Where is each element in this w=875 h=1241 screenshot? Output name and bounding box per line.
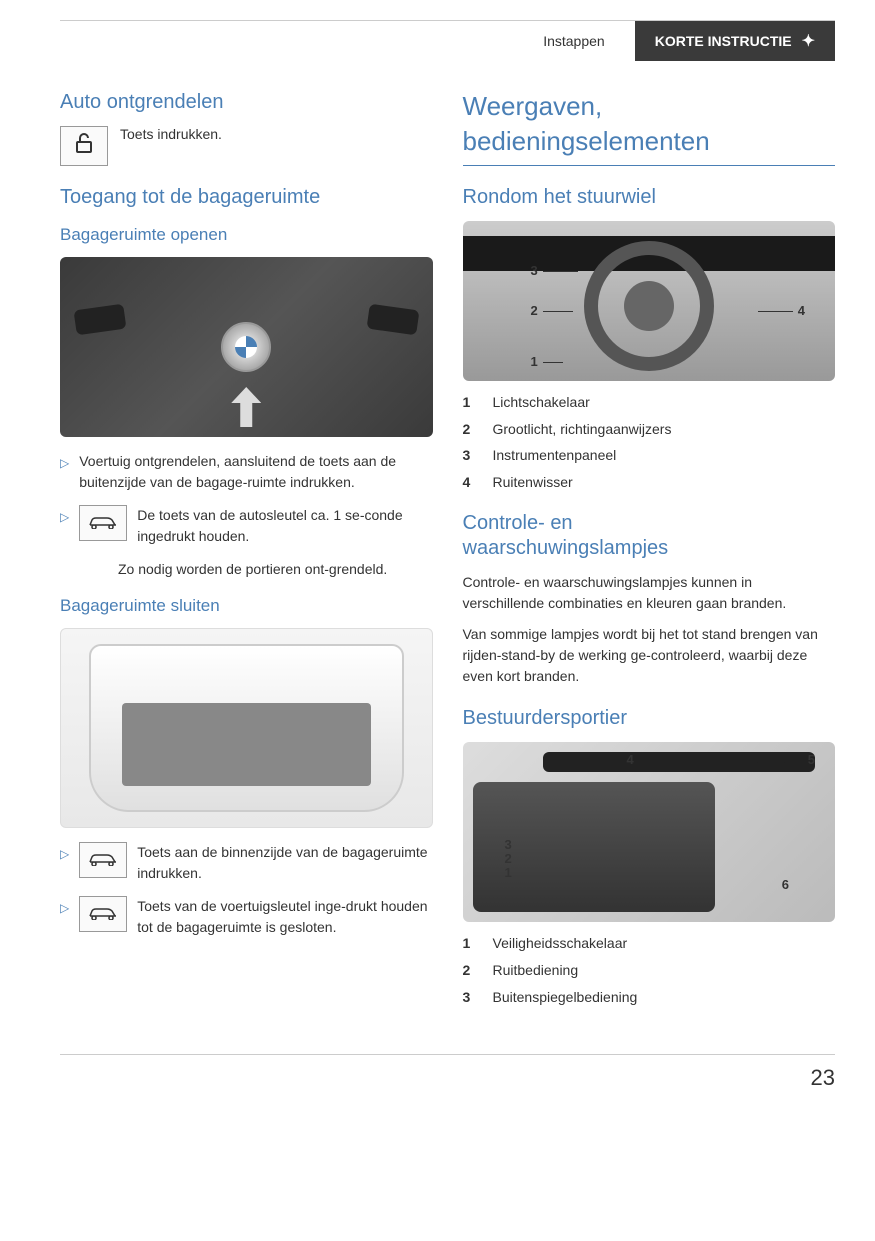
door-callout-1: 1 [505,865,512,880]
callout-4: 4 [798,303,805,318]
door-callout-6: 6 [782,877,789,892]
legend-item: 3 Buitenspiegelbediening [463,988,836,1008]
heading-driver-door: Bestuurdersportier [463,707,836,730]
legend-number: 1 [463,934,477,954]
bullet-text: Toets van de voertuigsleutel inge-drukt … [137,896,432,938]
page-number: 23 [60,1054,835,1091]
legend-item: 3 Instrumentenpaneel [463,446,836,466]
header-section-label: Instappen [523,21,635,61]
header-tab: KORTE INSTRUCTIE ✦ [635,21,835,61]
heading-luggage-close: Bagageruimte sluiten [60,596,433,616]
car-silhouette-icon [87,901,119,928]
trunk-vent-left [74,304,127,336]
unlock-padlock-icon [72,131,96,161]
bullet-item: ▷ Voertuig ontgrendelen, aansluitend de … [60,451,433,493]
legend-number: 3 [463,446,477,466]
legend-number: 2 [463,420,477,440]
legend-label: Ruitenwisser [493,473,573,493]
legend-label: Buitenspiegelbediening [493,988,638,1008]
luggage-close-bullets: ▷ Toets aan de binnenzijde van de bagage… [60,842,433,938]
door-button [757,754,785,764]
warning-lamps-para1: Controle- en waarschuwingslampjes kunnen… [463,572,836,614]
steering-center-shape [624,281,674,331]
heading-luggage-access: Toegang tot de bagageruimte [60,186,433,209]
right-column: Weergaven, bedieningselementen Rondom he… [463,91,836,1014]
heading-unlock: Auto ontgrendelen [60,91,433,114]
trunk-lid-shape [89,644,404,812]
car-key-icon-box [79,896,127,932]
main-heading-line2: bedieningselementen [463,126,836,166]
image-steering-wheel: 1 2 3 4 [463,221,836,381]
bullet-item: ▷ Toets van de voertuigsleutel inge-druk… [60,896,433,938]
unlock-instruction-text: Toets indrukken. [120,126,222,142]
callout-3: 3 [531,263,538,278]
door-callout-5: 5 [808,752,815,767]
heading-warning-lamps-line2: waarschuwingslampjes [463,537,836,560]
bullet-triangle-icon: ▷ [60,454,69,472]
heading-steering: Rondom het stuurwiel [463,186,836,209]
callout-2: 2 [531,303,538,318]
heading-warning-lamps-line1: Controle- en [463,512,836,535]
car-silhouette-icon [87,510,119,537]
bullet-triangle-icon: ▷ [60,899,69,917]
legend-label: Grootlicht, richtingaanwijzers [493,420,672,440]
bullet-item: ▷ Toets aan de binnenzijde van de bagage… [60,842,433,884]
bullet-text: Toets aan de binnenzijde van de bagageru… [137,842,432,884]
left-column: Auto ontgrendelen Toets indrukken. Toega… [60,91,433,1014]
steering-legend: 1 Lichtschakelaar 2 Grootlicht, richting… [463,393,836,492]
legend-label: Ruitbediening [493,961,579,981]
nav-compass-icon: ✦ [802,31,815,51]
legend-label: Lichtschakelaar [493,393,590,413]
legend-item: 1 Lichtschakelaar [463,393,836,413]
legend-item: 1 Veiligheidsschakelaar [463,934,836,954]
page-container: Instappen KORTE INSTRUCTIE ✦ Auto ontgre… [0,0,875,1131]
unlock-icon-box [60,126,108,166]
bullet-text: Voertuig ontgrendelen, aansluitend de to… [79,451,432,493]
legend-number: 1 [463,393,477,413]
car-silhouette-icon [87,847,119,874]
continuation-text: Zo nodig worden de portieren ont-grendel… [118,559,433,580]
bullet-text: De toets van de autosleutel ca. 1 se-con… [137,505,432,547]
bullet-content: Toets aan de binnenzijde van de bagageru… [79,842,432,884]
luggage-open-bullets: ▷ Voertuig ontgrendelen, aansluitend de … [60,451,433,547]
legend-item: 4 Ruitenwisser [463,473,836,493]
legend-label: Veiligheidsschakelaar [493,934,628,954]
image-driver-door: 1 2 3 4 5 6 [463,742,836,922]
legend-number: 2 [463,961,477,981]
bullet-content: De toets van de autosleutel ca. 1 se-con… [79,505,432,547]
car-key-icon-box [79,842,127,878]
door-button [663,754,691,764]
bullet-triangle-icon: ▷ [60,508,69,526]
warning-lamps-para2: Van sommige lampjes wordt bij het tot st… [463,624,836,687]
heading-luggage-open: Bagageruimte openen [60,225,433,245]
bmw-badge-icon [221,322,271,372]
legend-item: 2 Grootlicht, richtingaanwijzers [463,420,836,440]
content-columns: Auto ontgrendelen Toets indrukken. Toega… [60,91,835,1014]
trunk-inner-shape [122,703,371,785]
main-heading-line1: Weergaven, [463,91,836,122]
car-key-icon-box [79,505,127,541]
bullet-content: Toets van de voertuigsleutel inge-drukt … [79,896,432,938]
trunk-vent-right [366,304,419,336]
arrow-up-icon [231,387,261,427]
legend-number: 4 [463,473,477,493]
page-header: Instappen KORTE INSTRUCTIE ✦ [60,20,835,61]
door-legend: 1 Veiligheidsschakelaar 2 Ruitbediening … [463,934,836,1007]
legend-number: 3 [463,988,477,1008]
door-callout-3: 3 [505,837,512,852]
image-trunk-open [60,257,433,437]
steering-wheel-shape [584,241,714,371]
header-tab-label: KORTE INSTRUCTIE [655,33,792,49]
door-callout-2: 2 [505,851,512,866]
bullet-triangle-icon: ▷ [60,845,69,863]
legend-label: Instrumentenpaneel [493,446,617,466]
callout-1: 1 [531,354,538,369]
unlock-instruction-row: Toets indrukken. [60,126,433,166]
image-trunk-close [60,628,433,828]
bullet-content: Voertuig ontgrendelen, aansluitend de to… [79,451,432,493]
door-callout-4: 4 [627,752,634,767]
bullet-item: ▷ De toets van de autosleutel ca. 1 se-c… [60,505,433,547]
legend-item: 2 Ruitbediening [463,961,836,981]
